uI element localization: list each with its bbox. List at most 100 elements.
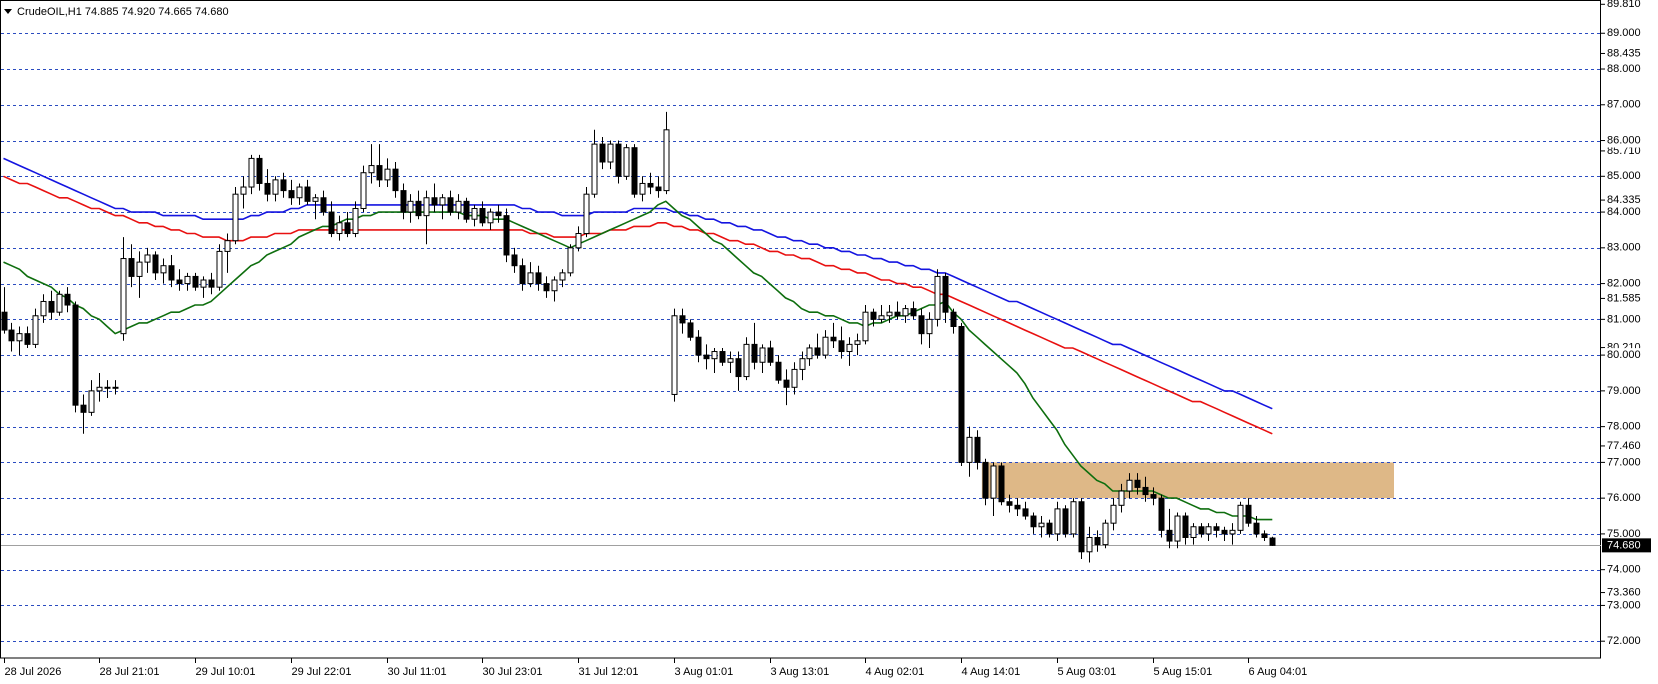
- moving-average-line: [3, 200, 1273, 521]
- candle-body: [1166, 529, 1173, 542]
- x-tick-label: 6 Aug 04:01: [1249, 666, 1308, 678]
- candle-body: [910, 308, 917, 317]
- candle-body: [168, 265, 175, 281]
- x-tick-label: 5 Aug 15:01: [1154, 666, 1213, 678]
- level-label-box: [1603, 419, 1651, 434]
- level-label-box: [1603, 169, 1651, 184]
- candle-body: [958, 325, 965, 463]
- last-price-label: 74.680: [1607, 539, 1641, 551]
- candle-body: [368, 165, 375, 174]
- candle-body: [128, 258, 135, 277]
- candle-body: [838, 340, 845, 353]
- candle-body: [1205, 526, 1212, 535]
- candle-body: [679, 315, 686, 324]
- x-tick-label: 30 Jul 23:01: [483, 666, 543, 678]
- candle-body: [16, 333, 23, 342]
- candle-body: [1022, 508, 1029, 517]
- candle-body: [240, 186, 247, 195]
- y-tick-label: 84.335: [1607, 194, 1641, 206]
- candle-body: [1006, 501, 1013, 506]
- candle-body: [599, 143, 606, 163]
- overlay-layer: [3, 157, 1273, 521]
- candle-body: [1102, 522, 1109, 546]
- candle-body: [1134, 479, 1141, 488]
- candle-body: [870, 311, 877, 320]
- y-tick-label: 81.585: [1607, 292, 1641, 304]
- candle-body: [543, 283, 550, 292]
- candle-body: [655, 186, 662, 192]
- candle-body: [495, 211, 502, 217]
- candle-body: [447, 197, 454, 213]
- x-tick-label: 5 Aug 03:01: [1058, 666, 1117, 678]
- candle-body: [280, 179, 287, 192]
- level-label: 72.000: [1607, 635, 1641, 647]
- candle-body: [791, 368, 798, 388]
- candle-body: [112, 386, 119, 389]
- level-label-box: [1603, 26, 1651, 41]
- level-label-box: [1603, 491, 1651, 506]
- candle-body: [352, 207, 359, 235]
- symbol-menu-icon[interactable]: [4, 9, 12, 14]
- candle-body: [248, 157, 255, 188]
- candle-body: [8, 329, 15, 342]
- candle-body: [1229, 529, 1236, 535]
- candle-body: [312, 197, 319, 202]
- candle-body: [886, 311, 893, 317]
- candle-body: [264, 182, 271, 195]
- candle-body: [894, 311, 901, 317]
- candle-body: [200, 279, 207, 288]
- chart-title: CrudeOIL,H1 74.885 74.920 74.665 74.680: [17, 6, 229, 18]
- level-label: 77.000: [1607, 456, 1641, 468]
- candle-body: [104, 386, 111, 389]
- candle-body: [775, 361, 782, 381]
- candle-body: [431, 197, 438, 206]
- candle-body: [272, 179, 279, 195]
- candle-body: [503, 215, 510, 256]
- candle-body: [1190, 526, 1197, 538]
- candle-body: [1261, 533, 1268, 538]
- candle-body: [695, 336, 702, 356]
- candle-body: [1062, 508, 1069, 535]
- level-label-box: [1603, 598, 1651, 613]
- level-label: 76.000: [1607, 492, 1641, 504]
- level-label: 82.000: [1607, 277, 1641, 289]
- candle-body: [990, 465, 997, 499]
- candle-body: [862, 311, 869, 342]
- candle-body: [1245, 504, 1252, 524]
- level-label-box: [1603, 562, 1651, 577]
- candle-body: [376, 165, 383, 181]
- candle-body: [216, 250, 223, 288]
- level-label-box: [1603, 276, 1651, 291]
- candle-body: [304, 186, 311, 202]
- candle-body: [942, 275, 949, 313]
- candle-body: [455, 200, 462, 213]
- candle-body: [950, 311, 957, 327]
- candle-body: [567, 247, 574, 274]
- level-label: 81.000: [1607, 313, 1641, 325]
- candle-body: [535, 272, 542, 285]
- candle-body: [1198, 526, 1205, 535]
- candle-body: [160, 265, 167, 274]
- candle-body: [1014, 504, 1021, 510]
- candle-body: [982, 461, 989, 499]
- candle-body: [806, 347, 813, 360]
- candle-body: [1269, 537, 1276, 546]
- candle-body: [80, 404, 87, 413]
- level-label: 75.000: [1607, 528, 1641, 540]
- level-label: 74.000: [1607, 564, 1641, 576]
- candle-body: [639, 182, 646, 195]
- candle-body: [647, 182, 654, 188]
- candle-body: [1221, 529, 1228, 535]
- level-label-box: [1603, 634, 1651, 649]
- level-label-box: [1603, 312, 1651, 327]
- candle-body: [88, 390, 95, 413]
- candle-body: [423, 197, 430, 217]
- candle-body: [527, 272, 534, 285]
- candle-body: [711, 351, 718, 360]
- plot-frame: [0, 0, 1601, 659]
- candle-body: [1253, 522, 1260, 535]
- level-label-box: [1603, 455, 1651, 470]
- moving-average-line: [3, 175, 1273, 435]
- candle-body: [854, 340, 861, 345]
